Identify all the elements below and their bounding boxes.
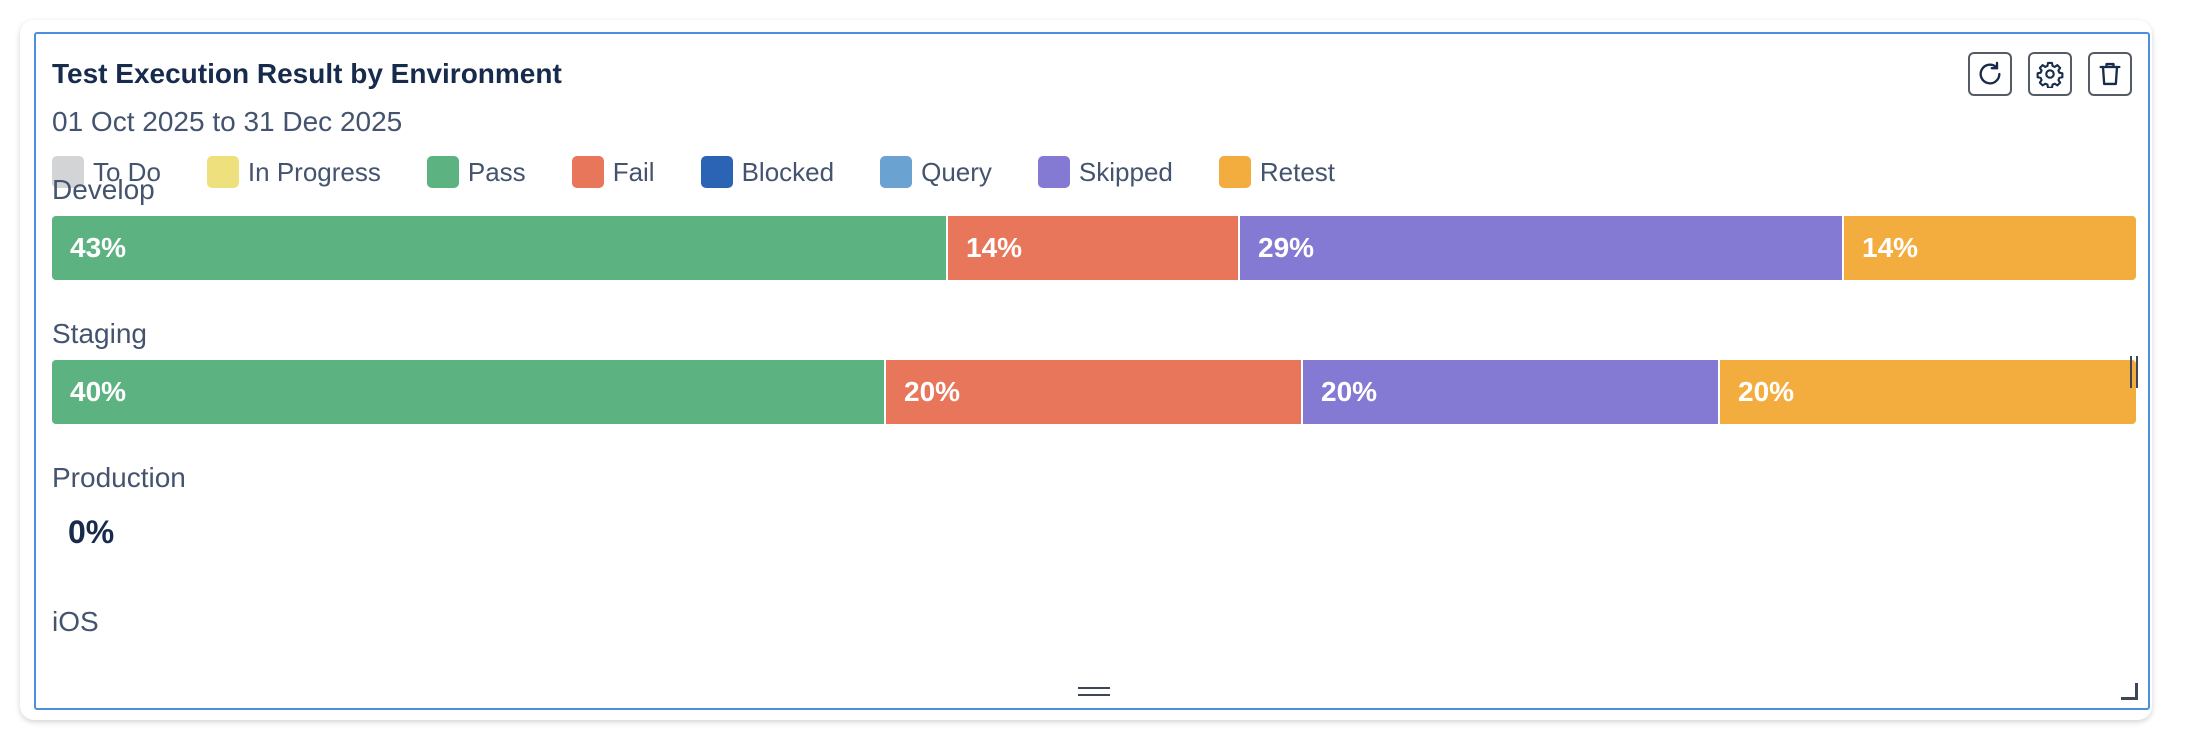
legend-label: Retest bbox=[1259, 156, 1336, 187]
legend-label: Pass bbox=[467, 156, 526, 187]
bar-segment-fail[interactable]: 20% bbox=[886, 360, 1303, 424]
row-label-develop: Develop bbox=[52, 174, 155, 205]
row-label-staging: Staging bbox=[52, 318, 147, 349]
widget-toolbar bbox=[1968, 52, 2132, 96]
legend-swatch bbox=[1037, 156, 1070, 188]
row-label-production: Production bbox=[52, 462, 186, 493]
legend-label: To Do bbox=[93, 156, 161, 187]
legend-swatch bbox=[52, 156, 84, 188]
stacked-bar-staging: 40% 20% 20% 20% bbox=[52, 360, 2136, 424]
row-label-ios: iOS bbox=[52, 606, 99, 637]
legend-item-fail[interactable]: Fail bbox=[571, 156, 655, 188]
legend-item-query[interactable]: Query bbox=[880, 156, 992, 188]
bar-segment-retest[interactable]: 14% bbox=[1844, 216, 2136, 280]
legend-swatch bbox=[426, 156, 459, 188]
widget-title: Test Execution Result by Environment bbox=[52, 58, 562, 89]
legend-label: Skipped bbox=[1078, 156, 1173, 187]
legend-label: Fail bbox=[612, 156, 655, 187]
stacked-bar-develop: 43% 14% 29% 14% bbox=[52, 216, 2136, 280]
legend-swatch bbox=[1218, 156, 1251, 188]
legend-label: Query bbox=[921, 156, 992, 187]
legend-swatch bbox=[571, 156, 604, 188]
chart-legend: To Do In Progress Pass Fail Blocked Query Skip… bbox=[52, 156, 1381, 188]
legend-swatch bbox=[206, 156, 239, 188]
legend-item-retest[interactable]: Retest bbox=[1218, 156, 1336, 188]
bar-segment-retest[interactable]: 20% bbox=[1720, 360, 2136, 424]
bar-segment-pass[interactable]: 43% bbox=[52, 216, 948, 280]
legend-item-to-do[interactable]: To Do bbox=[52, 156, 161, 188]
legend-item-in-progress[interactable]: In Progress bbox=[206, 156, 381, 188]
legend-item-skipped[interactable]: Skipped bbox=[1037, 156, 1173, 188]
legend-item-pass[interactable]: Pass bbox=[426, 156, 526, 188]
date-range: 01 Oct 2025 to 31 Dec 2025 bbox=[52, 106, 403, 137]
legend-item-blocked[interactable]: Blocked bbox=[700, 156, 835, 188]
empty-row-value: 0% bbox=[68, 514, 115, 550]
delete-button[interactable] bbox=[2088, 52, 2132, 96]
legend-swatch bbox=[700, 156, 733, 188]
gear-icon bbox=[2036, 61, 2064, 88]
refresh-button[interactable] bbox=[1968, 52, 2012, 96]
settings-button[interactable] bbox=[2028, 52, 2072, 96]
bar-segment-skipped[interactable]: 20% bbox=[1303, 360, 1720, 424]
resize-handle-corner[interactable] bbox=[2121, 683, 2138, 700]
bar-segment-skipped[interactable]: 29% bbox=[1240, 216, 1844, 280]
refresh-icon bbox=[1979, 61, 2001, 85]
bar-segment-fail[interactable]: 14% bbox=[948, 216, 1240, 280]
resize-handle-horizontal[interactable] bbox=[2128, 356, 2140, 388]
bar-segment-pass[interactable]: 40% bbox=[52, 360, 886, 424]
trash-icon bbox=[2099, 62, 2121, 86]
legend-label: In Progress bbox=[247, 156, 381, 187]
resize-handle-vertical[interactable] bbox=[1078, 686, 1110, 698]
legend-label: Blocked bbox=[741, 156, 835, 187]
legend-swatch bbox=[880, 156, 913, 188]
chart-widget: Test Execution Result by Environment 01 … bbox=[34, 32, 2150, 710]
